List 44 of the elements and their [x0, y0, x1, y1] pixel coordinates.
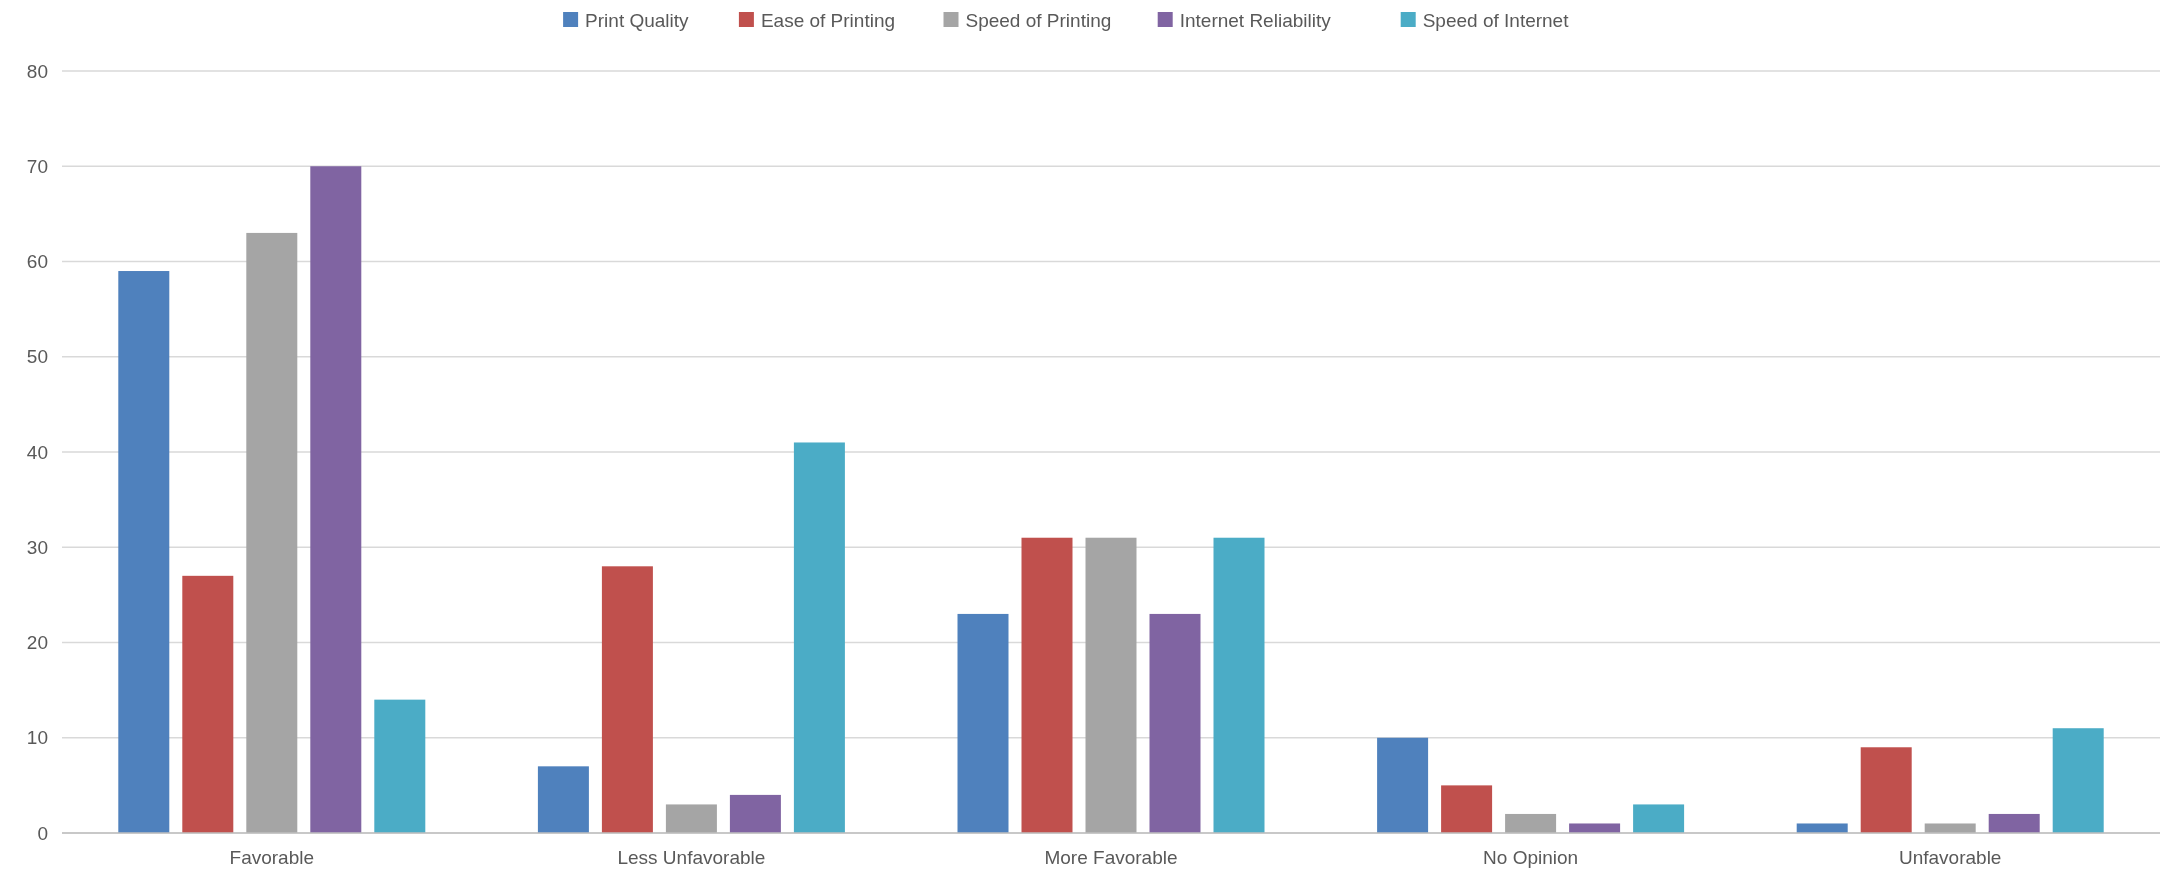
- y-tick-label: 80: [26, 60, 48, 82]
- legend-label: Speed of Internet: [1422, 9, 1570, 31]
- legend-label: Speed of Printing: [965, 9, 1112, 31]
- y-tick-label: 70: [26, 155, 48, 177]
- bar: [1377, 737, 1429, 833]
- bar: [1924, 823, 1976, 833]
- bar: [729, 794, 781, 833]
- bar: [1860, 747, 1912, 833]
- legend-label: Print Quality: [585, 9, 690, 31]
- bar: [2052, 728, 2104, 833]
- y-tick-label: 0: [37, 822, 48, 844]
- bar: [957, 613, 1009, 833]
- bar: [1633, 804, 1685, 833]
- x-tick-label: Unfavorable: [1898, 847, 2002, 868]
- bar: [793, 442, 845, 833]
- bar: [537, 766, 589, 833]
- y-tick-label: 40: [26, 441, 48, 463]
- y-tick-label: 10: [26, 727, 48, 749]
- bar: [118, 271, 170, 833]
- bar: [1021, 537, 1073, 833]
- bar: [1213, 537, 1265, 833]
- y-tick-label: 50: [26, 346, 48, 368]
- bar: [246, 232, 298, 833]
- bar: [601, 566, 653, 833]
- bar: [1796, 823, 1848, 833]
- bar: [665, 804, 717, 833]
- x-tick-label: No Opinion: [1483, 847, 1579, 868]
- bar: [1441, 785, 1493, 833]
- y-tick-label: 20: [26, 632, 48, 654]
- x-tick-label: More Favorable: [1044, 847, 1178, 868]
- bar: [182, 575, 234, 833]
- legend-label: Ease of Printing: [760, 9, 896, 31]
- bar: [1085, 537, 1137, 833]
- x-tick-label: Less Unfavorable: [617, 847, 766, 868]
- bar: [1988, 813, 2040, 833]
- bar: [310, 166, 362, 833]
- y-tick-label: 60: [26, 251, 48, 273]
- bar: [1149, 613, 1201, 833]
- bar: [374, 699, 426, 833]
- legend-label: Internet Reliability: [1179, 9, 1332, 31]
- y-tick-label: 30: [26, 536, 48, 558]
- bar: [1569, 823, 1621, 833]
- bar: [1505, 813, 1557, 833]
- x-tick-label: Favorable: [229, 847, 315, 868]
